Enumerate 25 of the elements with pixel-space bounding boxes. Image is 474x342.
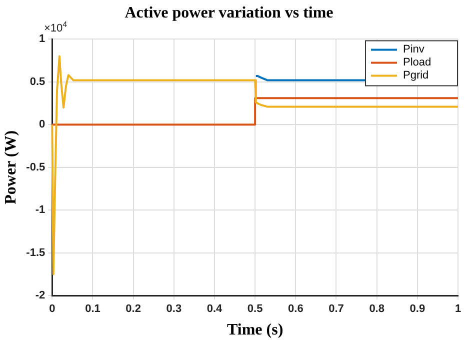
legend-label: Pload bbox=[403, 56, 432, 69]
y-tick-label: -2 bbox=[35, 290, 46, 302]
x-axis-title: Time (s) bbox=[227, 322, 284, 339]
y-tick-label: 0.5 bbox=[30, 76, 46, 88]
y-axis-title: Power (W) bbox=[2, 130, 20, 204]
text: ×10$^{4}$ bbox=[44, 20, 68, 35]
x-tick-label: 0.6 bbox=[288, 303, 304, 316]
y-tick-label: -1.5 bbox=[26, 246, 46, 259]
legend-label: Pinv bbox=[403, 44, 425, 56]
x-tick-label: 0.1 bbox=[85, 303, 100, 316]
x-tick-label: 0.8 bbox=[369, 303, 384, 316]
x-tick-label: 0.3 bbox=[166, 303, 182, 316]
y-tick-label: 1 bbox=[39, 33, 46, 46]
x-tick-label: 1 bbox=[454, 303, 462, 316]
x-tick-label: 0.7 bbox=[328, 303, 344, 316]
chart-title: Active power variation vs time bbox=[124, 4, 334, 22]
x-tick-label: 0.4 bbox=[206, 303, 224, 316]
y-tick-label: -0.5 bbox=[26, 161, 46, 174]
x-tick-label: 0.5 bbox=[247, 303, 263, 316]
x-tick-label: 0.9 bbox=[410, 303, 426, 316]
y-tick-label: 0 bbox=[39, 118, 46, 131]
legend-label: Pgrid bbox=[403, 70, 429, 82]
x-tick-label: 0.2 bbox=[126, 303, 141, 316]
y-tick-label: -1 bbox=[35, 204, 46, 216]
x-tick-label: 0 bbox=[49, 303, 56, 316]
